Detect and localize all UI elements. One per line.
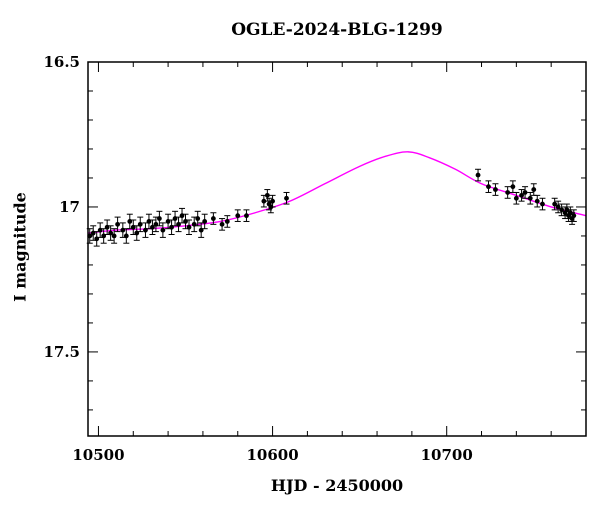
y-tick-label: 16.5 [43, 53, 80, 71]
chart-title: OGLE-2024-BLG-1299 [231, 20, 443, 40]
data-point [111, 233, 117, 239]
data-point [160, 227, 166, 233]
data-point [224, 219, 230, 224]
data-point [571, 213, 577, 219]
x-tick-label: 10600 [246, 446, 298, 464]
data-point [186, 224, 192, 230]
plot-frame [87, 61, 587, 437]
data-point [522, 190, 528, 195]
data-point [519, 192, 524, 198]
data-point [505, 190, 511, 195]
data-point [284, 195, 289, 201]
x-tick-label: 10700 [421, 446, 473, 464]
y-tick-label: 17.5 [43, 343, 80, 361]
tick-labels-group: 10500 10600 10700 16.5 17 17.5 [43, 53, 472, 464]
y-tick-label: 17 [59, 198, 80, 216]
data-point [559, 207, 565, 213]
data-point [493, 187, 498, 192]
data-point [527, 195, 533, 201]
data-point [150, 224, 155, 230]
data-point [486, 184, 491, 190]
data-point [137, 221, 143, 227]
data-point [513, 195, 519, 201]
data-point [552, 201, 558, 207]
data-point [156, 216, 162, 221]
data-point [531, 187, 537, 192]
data-point [123, 233, 129, 239]
data-point [244, 213, 249, 219]
x-axis-label: HJD - 2450000 [270, 476, 404, 495]
data-points-group [86, 168, 577, 247]
data-point [261, 198, 267, 204]
data-point [195, 216, 201, 221]
data-point [210, 216, 216, 221]
data-point [555, 204, 561, 210]
data-point [202, 219, 208, 224]
data-point [540, 201, 545, 207]
data-point [219, 221, 225, 227]
model-curve-group [87, 151, 587, 234]
data-point [534, 198, 540, 204]
data-point [270, 198, 275, 204]
data-point [115, 221, 121, 227]
model-curve [87, 151, 587, 234]
axis-ticks [88, 61, 587, 436]
data-point [475, 172, 481, 178]
data-point [235, 213, 241, 219]
x-tick-label: 10500 [72, 446, 124, 464]
data-point [264, 192, 270, 198]
data-point [510, 184, 516, 190]
data-point [108, 230, 114, 236]
